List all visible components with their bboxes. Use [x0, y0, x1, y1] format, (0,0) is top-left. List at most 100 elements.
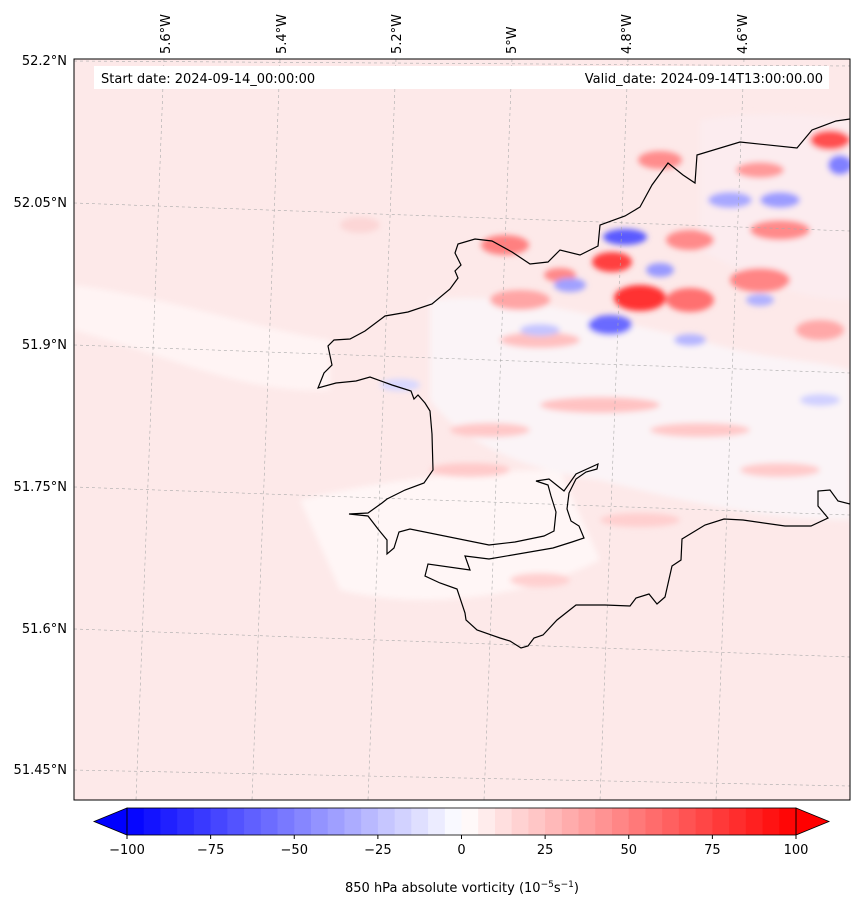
positive-vorticity-area	[600, 513, 680, 527]
positive-vorticity-area	[740, 463, 820, 477]
lon-label: 5.6°W	[159, 14, 174, 54]
colorbar-cell	[712, 808, 730, 835]
colorbar-cell	[277, 808, 295, 835]
positive-vorticity-area	[730, 268, 790, 292]
colorbar: −100 −75 −50 −25 0 25 50 75 100 850 hPa absolute…	[92, 807, 831, 896]
lon-label: 4.6°W	[736, 14, 751, 54]
colorbar-cell	[361, 808, 379, 835]
colorbar-cell	[511, 808, 529, 835]
negative-vorticity-min	[603, 229, 647, 245]
start-date-label: Start date: 2024-09-14_00:00:00	[101, 72, 315, 87]
positive-vorticity-area	[510, 573, 570, 587]
field-weak-area	[300, 470, 600, 600]
colorbar-cell	[779, 808, 797, 835]
colorbar-cell	[244, 808, 262, 835]
negative-vorticity-area	[746, 294, 774, 306]
positive-vorticity-area	[450, 423, 530, 437]
positive-vorticity-area	[490, 290, 550, 310]
colorbar-cell	[528, 808, 546, 835]
colorbar-cell	[344, 808, 362, 835]
colorbar-cell	[762, 808, 780, 835]
positive-vorticity-area	[650, 423, 750, 437]
lon-label: 5.2°W	[390, 14, 405, 54]
negative-vorticity-area	[520, 324, 560, 336]
colorbar-cell	[745, 808, 764, 835]
colorbar-cell	[227, 808, 245, 835]
negative-vorticity-area	[674, 334, 706, 346]
colorbar-tick-label: 50	[620, 843, 637, 858]
colorbar-cell	[461, 808, 479, 835]
lat-label: 51.45°N	[14, 763, 67, 778]
positive-vorticity-area	[796, 320, 844, 340]
colorbar-cell	[193, 808, 212, 835]
lat-label: 51.9°N	[22, 338, 67, 353]
colorbar-tick-label: 0	[457, 843, 465, 858]
colorbar-cell	[478, 808, 496, 835]
colorbar-cells	[127, 808, 797, 835]
colorbar-cell	[177, 808, 195, 835]
colorbar-tick-label: −25	[364, 843, 391, 858]
colorbar-cell	[411, 808, 429, 835]
coastline-path	[316, 118, 850, 649]
colorbar-cell	[545, 808, 563, 835]
colorbar-cell	[428, 808, 446, 835]
colorbar-cell	[578, 808, 596, 835]
colorbar-ticks: −100 −75 −50 −25 0 25 50 75 100	[109, 835, 808, 858]
negative-vorticity-min	[588, 315, 632, 335]
coastline	[316, 118, 850, 649]
colorbar-cell	[662, 808, 680, 835]
colorbar-cell	[377, 808, 396, 835]
lat-label: 51.75°N	[14, 480, 67, 495]
field-weak-area	[74, 285, 330, 391]
positive-vorticity-area	[736, 162, 784, 178]
date-banner	[94, 66, 829, 89]
colorbar-title: 850 hPa absolute vorticity (10−5s−1)	[345, 880, 579, 896]
lon-label: 5.4°W	[275, 14, 290, 54]
lat-label: 52.2°N	[22, 54, 67, 69]
lon-label: 4.8°W	[620, 14, 635, 54]
negative-vorticity-area	[800, 394, 840, 406]
colorbar-cell	[327, 808, 345, 835]
negative-vorticity-area	[708, 192, 752, 208]
positive-vorticity-area	[750, 220, 810, 240]
colorbar-cell	[645, 808, 663, 835]
colorbar-cell	[561, 808, 580, 835]
positive-vorticity-area	[638, 151, 682, 169]
colorbar-cell	[628, 808, 646, 835]
lon-label: 5°W	[505, 26, 520, 54]
valid-date-label: Valid_date: 2024-09-14T13:00:00.00	[585, 72, 823, 87]
negative-vorticity-area	[828, 155, 850, 175]
colorbar-cell	[678, 808, 697, 835]
negative-vorticity-area	[760, 192, 800, 208]
colorbar-min-extend	[92, 807, 128, 836]
longitude-labels: 5.6°W 5.4°W 5.2°W 5°W 4.8°W 4.6°W	[159, 14, 751, 54]
colorbar-cell	[695, 808, 713, 835]
positive-vorticity-area	[540, 397, 660, 413]
negative-vorticity-area	[554, 278, 586, 292]
colorbar-cell	[612, 808, 630, 835]
colorbar-cell	[394, 808, 412, 835]
vorticity-field	[74, 114, 850, 600]
colorbar-cell	[294, 808, 312, 835]
positive-vorticity-max	[592, 252, 632, 272]
positive-vorticity-area	[666, 288, 714, 312]
positive-vorticity-area	[666, 230, 714, 250]
colorbar-tick-label: 25	[537, 843, 554, 858]
negative-vorticity-area	[380, 379, 420, 391]
negative-vorticity-area	[646, 263, 674, 277]
colorbar-tick-label: 75	[704, 843, 721, 858]
colorbar-cell	[595, 808, 613, 835]
colorbar-tick-label: −100	[109, 843, 145, 858]
colorbar-cell	[160, 808, 178, 835]
map-panel: Start date: 2024-09-14_00:00:00 Valid_da…	[74, 59, 850, 800]
latitude-labels: 52.2°N 52.05°N 51.9°N 51.75°N 51.6°N 51.…	[14, 54, 67, 778]
colorbar-cell	[210, 808, 228, 835]
colorbar-cell	[260, 808, 279, 835]
colorbar-cell	[310, 808, 329, 835]
colorbar-cell	[127, 808, 145, 835]
colorbar-tick-label: −50	[281, 843, 308, 858]
colorbar-cell	[494, 808, 513, 835]
colorbar-tick-label: 100	[784, 843, 809, 858]
colorbar-cell	[729, 808, 747, 835]
